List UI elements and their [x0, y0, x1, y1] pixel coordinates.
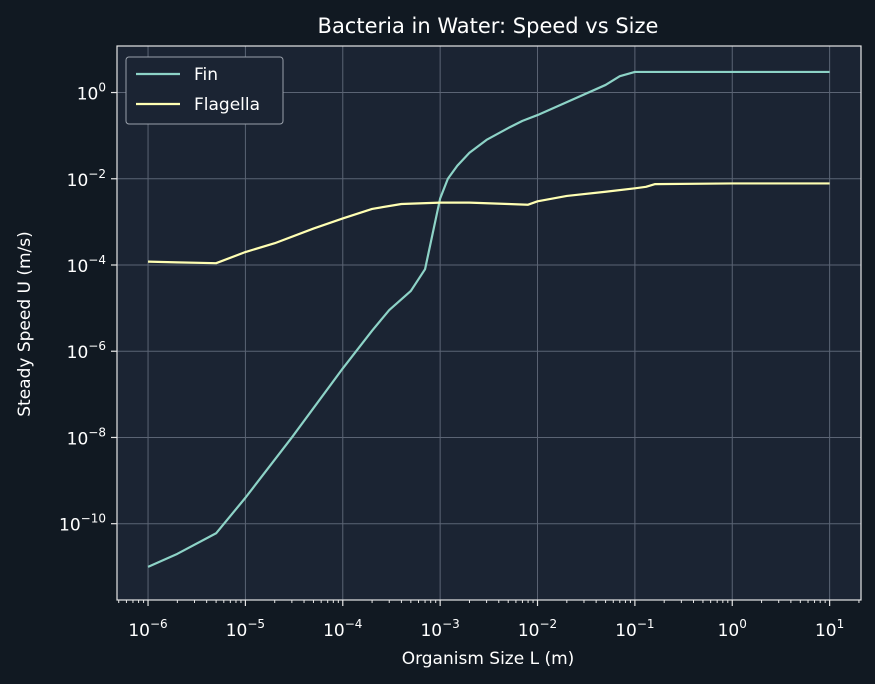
legend-label-flagella: Flagella — [194, 95, 260, 115]
y-tick-label: 10−8 — [67, 425, 106, 449]
x-tick-label: 10−2 — [518, 617, 557, 641]
y-tick-label: 10−2 — [67, 167, 106, 191]
x-tick-label: 10−4 — [323, 617, 362, 641]
series-layer — [147, 70, 830, 568]
series-line-fin — [147, 70, 830, 568]
y-tick-label: 10−6 — [67, 339, 106, 363]
x-tick-label: 10−6 — [128, 617, 167, 641]
y-tick-label: 10−4 — [67, 253, 106, 277]
legend-label-fin: Fin — [194, 65, 218, 85]
grid — [117, 46, 861, 600]
series-line-flagella — [148, 182, 830, 265]
x-tick-label: 100 — [718, 617, 747, 641]
y-tick-label: 100 — [77, 81, 106, 105]
x-axis-ticks: 10−6 10−5 10−4 10−3 10−2 10−1 100 101 — [128, 600, 844, 641]
x-tick-label: 10−1 — [615, 617, 654, 641]
y-axis-ticks: 10−10 10−8 10−6 10−4 10−2 100 — [59, 81, 117, 536]
x-tick-label: 10−3 — [420, 617, 459, 641]
chart-title: Bacteria in Water: Speed vs Size — [318, 14, 659, 38]
x-tick-label: 101 — [815, 617, 844, 641]
legend: Fin Flagella — [125, 56, 284, 125]
plot-frame — [116, 45, 862, 601]
x-axis-label: Organism Size L (m) — [402, 649, 575, 669]
y-axis-label: Steady Speed U (m/s) — [15, 231, 35, 417]
x-tick-label: 10−5 — [226, 617, 265, 641]
y-tick-label: 10−10 — [59, 512, 106, 536]
